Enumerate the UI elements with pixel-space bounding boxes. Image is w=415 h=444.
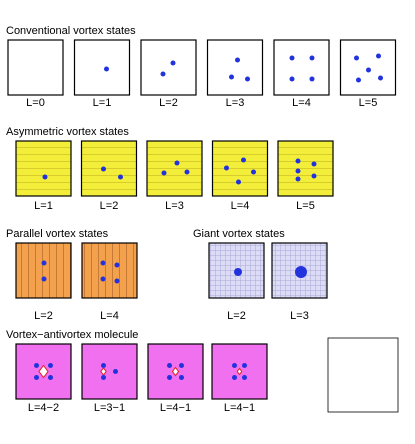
panel	[80, 140, 138, 197]
panel-label: L=4−2	[28, 402, 59, 414]
panel	[81, 343, 138, 400]
panel	[73, 39, 131, 96]
panel	[146, 140, 203, 197]
panel-label: L=5	[359, 97, 378, 109]
vortex	[167, 375, 172, 380]
vortex	[179, 363, 184, 368]
vortex	[289, 76, 295, 82]
panel	[15, 140, 72, 197]
panel-label: L=3	[226, 97, 245, 109]
vortex	[41, 276, 47, 282]
antivortex	[38, 364, 49, 379]
vortex	[232, 375, 237, 380]
panel	[81, 242, 138, 299]
panel-label: L=4	[292, 97, 311, 109]
legend-box	[327, 337, 399, 413]
vortex	[245, 76, 250, 82]
panel-label: L=4−1	[224, 402, 255, 414]
panel-label: L=2	[227, 310, 246, 322]
vortex	[170, 60, 176, 66]
vortex	[161, 170, 167, 176]
vortex	[34, 363, 39, 368]
vortex	[113, 369, 118, 374]
panel-label: L=2	[159, 97, 178, 109]
vortex	[48, 375, 53, 380]
vortex	[378, 75, 383, 81]
vortex	[236, 179, 241, 185]
vortex	[354, 55, 359, 61]
vortex	[101, 363, 106, 368]
section-title: Asymmetric vortex states	[6, 126, 129, 138]
panel-label: L=0	[26, 97, 45, 109]
panel-label: L=4	[100, 310, 119, 322]
antivortex	[171, 366, 180, 377]
vortex	[104, 66, 109, 72]
vortex	[42, 174, 48, 180]
panel-label: L=3	[165, 200, 184, 212]
vortex	[356, 77, 361, 83]
vortex	[242, 363, 247, 368]
vortex	[295, 168, 301, 174]
panel-label: L=5	[296, 200, 315, 212]
panel-label: L=2	[100, 200, 119, 212]
vortex	[179, 375, 184, 380]
vortex	[167, 363, 172, 368]
vortex	[234, 268, 242, 276]
vortex	[295, 158, 301, 164]
panel	[339, 39, 397, 96]
panel	[140, 39, 197, 96]
vortex	[114, 262, 120, 268]
panel-label: L=1	[93, 97, 112, 109]
panel	[7, 39, 64, 96]
vortex	[224, 165, 229, 171]
panel-label: L=1	[34, 200, 53, 212]
vortex	[295, 266, 307, 278]
vortex	[34, 375, 39, 380]
vortex	[241, 157, 246, 163]
vortex	[309, 55, 315, 61]
panel-label: L=3	[290, 310, 309, 322]
vortex	[289, 55, 295, 61]
section-title: Vortex−antivortex molecule	[6, 329, 138, 341]
vortex	[41, 260, 47, 266]
panel-label: L=2	[34, 310, 53, 322]
vortex	[48, 363, 53, 368]
panel	[206, 39, 264, 96]
vortex	[101, 375, 106, 380]
antivortex	[236, 367, 243, 376]
vortex	[100, 260, 106, 266]
panel-label: L=3−1	[94, 402, 125, 414]
section-title: Parallel vortex states	[6, 228, 109, 240]
vortex	[232, 363, 237, 368]
vortex	[366, 67, 371, 73]
vortex	[174, 160, 180, 166]
vortex	[184, 169, 190, 175]
antivortex	[100, 367, 107, 376]
panel	[15, 242, 72, 299]
panel-label: L=4	[231, 200, 250, 212]
vortex	[118, 174, 123, 180]
content: Conventional vortex states L=0 L=1 L=2 L=3 L=…	[6, 25, 397, 414]
vortex	[160, 71, 166, 77]
vortex	[100, 276, 106, 282]
vortex	[295, 176, 301, 182]
vortex	[251, 169, 256, 175]
section-title: Giant vortex states	[193, 228, 285, 240]
vortex	[311, 161, 317, 167]
panel	[211, 140, 269, 197]
vortex	[309, 76, 315, 82]
vortex	[235, 57, 240, 63]
vortex	[376, 53, 381, 59]
vortex	[114, 278, 120, 284]
vortex	[101, 166, 106, 172]
section-title: Conventional vortex states	[6, 25, 136, 37]
vortex	[229, 74, 234, 80]
panel	[277, 140, 334, 197]
panel	[273, 39, 330, 96]
vortex	[242, 375, 247, 380]
panel-label: L=4−1	[160, 402, 191, 414]
vortex	[311, 173, 317, 179]
